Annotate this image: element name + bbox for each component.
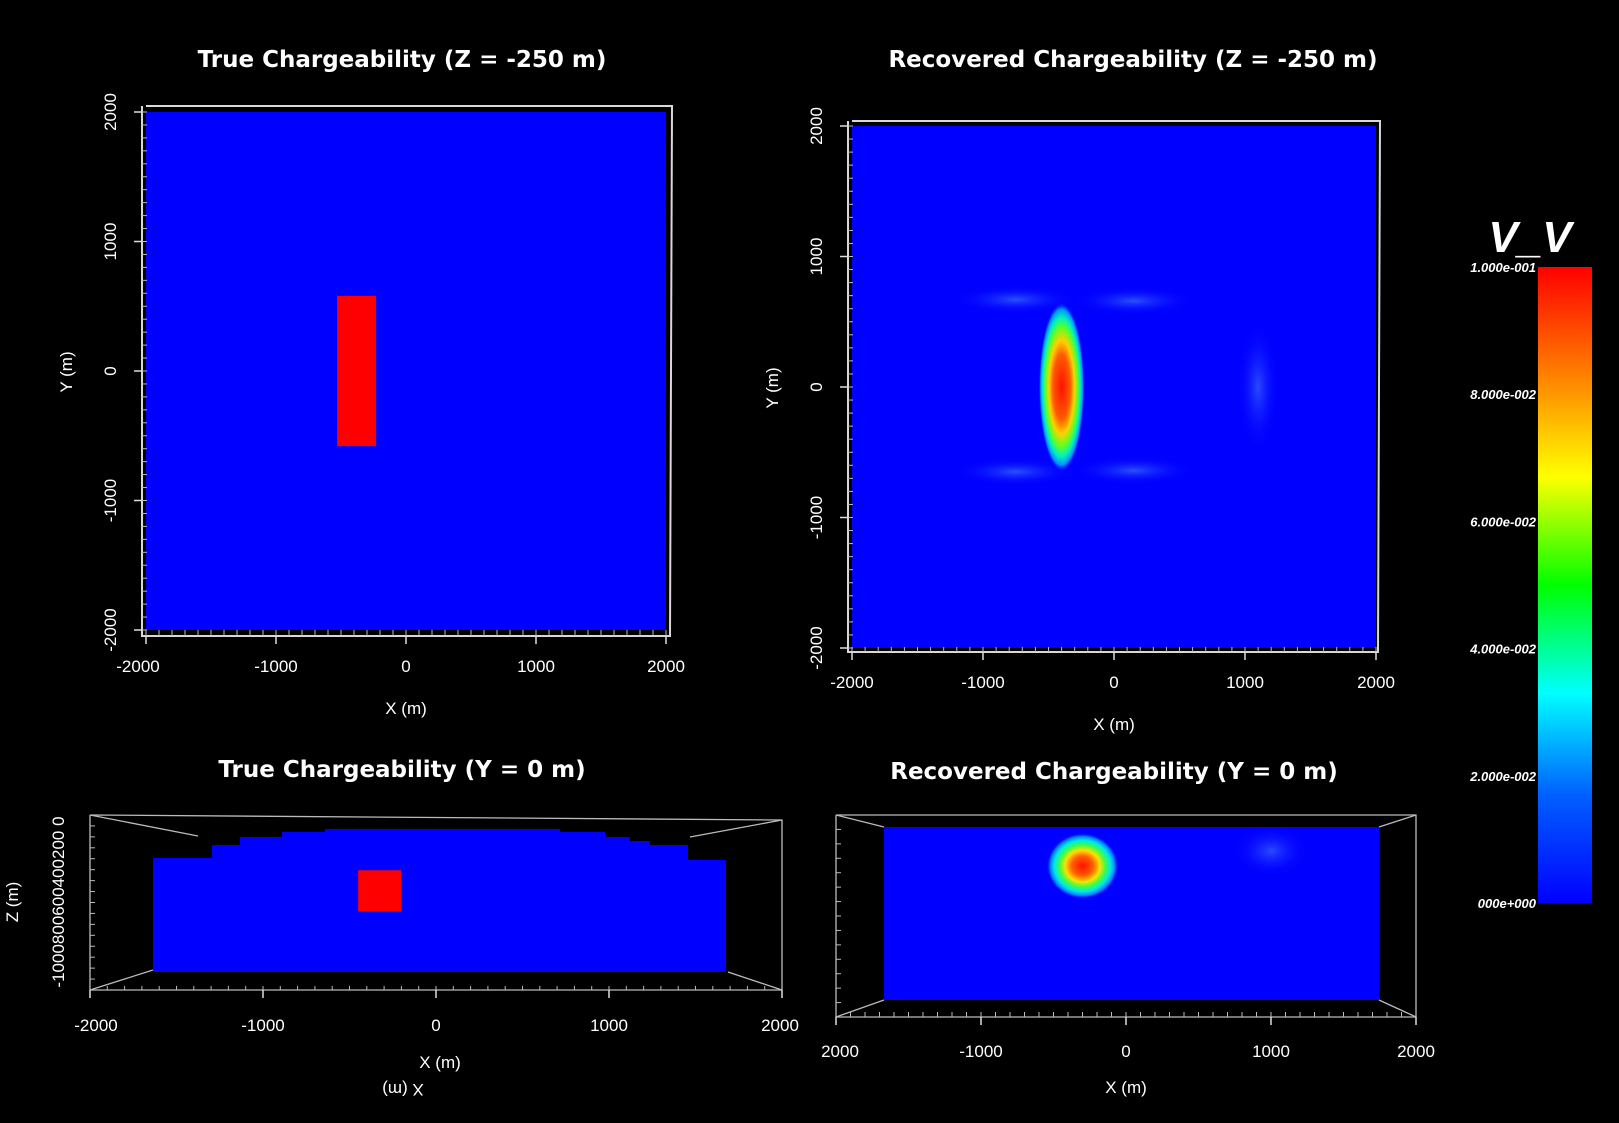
x-tick-label: 1000 xyxy=(1226,673,1264,692)
y-tick-label: 1000 xyxy=(807,238,826,276)
x-tick-label: 0 xyxy=(401,657,410,676)
x-tick-label: 0 xyxy=(1109,673,1118,692)
colorbar-tick-label: 000e+000 xyxy=(1478,896,1537,911)
panel-title: True Chargeability (Z = -250 m) xyxy=(198,47,607,73)
x-tick-label: 2000 xyxy=(1357,673,1395,692)
y-axis-label: Y (m) xyxy=(763,367,782,408)
anomaly-block xyxy=(337,295,377,447)
y-tick-label: 1000 xyxy=(101,223,120,261)
panel-title: Recovered Chargeability (Z = -250 m) xyxy=(888,47,1377,73)
colorbar-tick-label: 6.000e-002 xyxy=(1470,514,1537,529)
main-anomaly xyxy=(1038,302,1085,472)
y-tick-label: 2000 xyxy=(807,107,826,145)
plot-frame xyxy=(141,105,674,637)
y-tick-label: 2000 xyxy=(101,93,120,131)
x-tick-label: -1000 xyxy=(241,1016,284,1035)
side-lobe xyxy=(1071,286,1196,315)
panel-recovered-y: Recovered Chargeability (Y = 0 m) 2000 -1… xyxy=(821,759,1435,1097)
x-axis-label: X (m) xyxy=(385,699,427,718)
anomaly-block xyxy=(358,870,402,912)
x-tick-label: -2000 xyxy=(116,657,159,676)
x-tick-label: 2000 xyxy=(761,1016,799,1035)
background-field xyxy=(153,829,726,972)
y-tick-label: -1000 xyxy=(101,479,120,522)
z-axis-label: Z (m) xyxy=(3,882,22,923)
colorbar-tick-label: 1.000e-001 xyxy=(1470,260,1536,275)
x-tick-label: -1000 xyxy=(254,657,297,676)
x-tick-label: -2000 xyxy=(74,1016,117,1035)
y-tick-label: 0 xyxy=(807,382,826,391)
y-tick-label: -1000 xyxy=(807,496,826,539)
panel-true-z: True Chargeability (Z = -250 m) -2000 -10… xyxy=(57,47,685,718)
background-field xyxy=(852,126,1376,648)
colorbar-gradient xyxy=(1538,267,1592,903)
x-tick-label: 0 xyxy=(431,1016,440,1035)
colorbar-tick-label: 4.000e-002 xyxy=(1469,642,1537,657)
secondary-anomaly xyxy=(1233,825,1309,877)
panel-recovered-z: Recovered Chargeability (Z = -250 m) -20… xyxy=(763,47,1395,734)
main-anomaly xyxy=(1046,833,1119,899)
x-tick-label: 1000 xyxy=(517,657,555,676)
y-axis-label: Y (m) xyxy=(57,351,76,392)
y-tick-label: 0 xyxy=(101,366,120,375)
side-lobe xyxy=(953,285,1078,314)
y-tick-label: -2000 xyxy=(807,626,826,669)
x-axis-label: X (m) xyxy=(1105,1078,1147,1097)
x-axis-label: X (m) xyxy=(419,1053,461,1072)
colorbar-tick-label: 8.000e-002 xyxy=(1470,387,1537,402)
colorbar: V_V 1.000e-001 8.000e-002 6.000e-002 4.000e… xyxy=(1469,213,1592,911)
x-tick-label: -1000 xyxy=(961,673,1004,692)
panel-true-y: True Chargeability (Y = 0 m) -2000 -1000 0… xyxy=(3,757,799,1099)
x-tick-label: -1000 xyxy=(959,1042,1002,1061)
z-axis-tick-labels: -1000800600400200 0 xyxy=(49,816,68,987)
x-tick-label: 2000 xyxy=(821,1042,859,1061)
colorbar-tick-label: 2.000e-002 xyxy=(1469,769,1537,784)
x-axis-label-echo: X (m) xyxy=(382,1080,424,1099)
background-field xyxy=(146,112,666,630)
x-tick-label: 2000 xyxy=(1397,1042,1435,1061)
panel-title: True Chargeability (Y = 0 m) xyxy=(218,757,585,783)
plot-frame xyxy=(847,120,1382,653)
x-tick-label: 1000 xyxy=(590,1016,628,1035)
x-tick-label: 2000 xyxy=(647,657,685,676)
panel-title: Recovered Chargeability (Y = 0 m) xyxy=(890,759,1338,785)
x-axis-label: X (m) xyxy=(1093,715,1135,734)
y-tick-label: -2000 xyxy=(101,608,120,651)
colorbar-title: V_V xyxy=(1488,213,1575,262)
secondary-anomaly xyxy=(1237,321,1280,453)
x-tick-label: 0 xyxy=(1121,1042,1130,1061)
x-tick-label: -2000 xyxy=(830,673,873,692)
x-tick-label: 1000 xyxy=(1252,1042,1290,1061)
side-lobe xyxy=(1071,456,1196,485)
side-lobe xyxy=(953,457,1078,486)
